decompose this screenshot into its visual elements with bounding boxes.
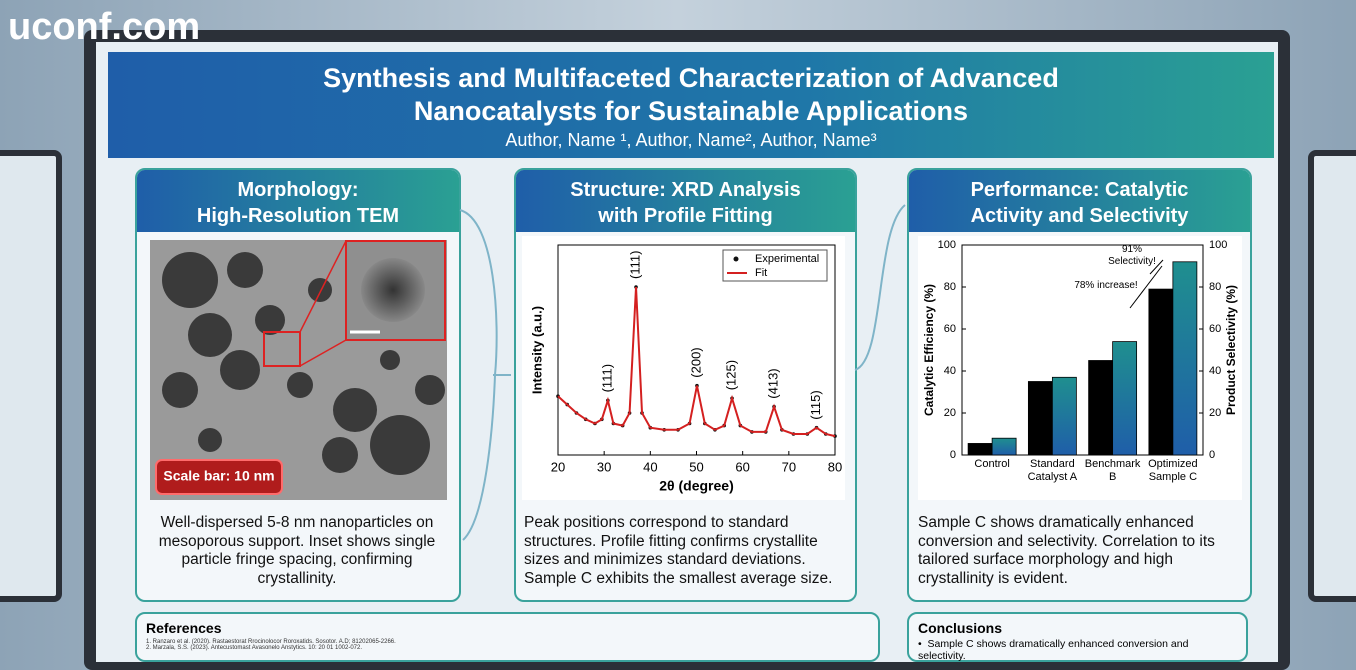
section-title: Conclusions bbox=[918, 620, 1003, 636]
legend-marker bbox=[733, 256, 739, 262]
annotation-arrow bbox=[1149, 259, 1164, 275]
reference: 2. Marzala, S.S. (2023). Antecustomast A… bbox=[146, 645, 363, 651]
peak-label: (115) bbox=[808, 390, 823, 419]
y-tick-label: 60 bbox=[944, 323, 956, 335]
panel-title: with Profile Fitting bbox=[598, 205, 773, 227]
bar bbox=[1172, 261, 1198, 456]
caption: Peak positions correspond to standard str… bbox=[524, 514, 849, 588]
y-tick-label: 40 bbox=[944, 365, 956, 377]
caption-line: Well-dispersed 5-8 nm nanoparticles on bbox=[160, 514, 434, 531]
x-tick-label: 20 bbox=[551, 459, 565, 474]
panel-title: High-Resolution TEM bbox=[196, 205, 400, 227]
image-label: Scale bar: 10 nm bbox=[163, 468, 274, 484]
bar-chart: 0 20 40 60 80 100 0 20 40 60 80 100 Catalytic Effici… bbox=[918, 236, 1242, 500]
title-line: Nanocatalysts for Sustainable Applicatio… bbox=[413, 96, 969, 126]
side-screen bbox=[0, 150, 62, 602]
bar bbox=[967, 443, 993, 456]
caption-line: structures. Profile fitting confirms cry… bbox=[524, 532, 818, 550]
x-tick-label: Control bbox=[974, 458, 1010, 470]
legend-label: Fit bbox=[755, 267, 767, 279]
x-tick-label: Standard Catalyst A bbox=[1027, 458, 1078, 483]
x-tick-label: 40 bbox=[643, 459, 657, 474]
y-tick-label: 80 bbox=[944, 281, 956, 293]
bar bbox=[1112, 341, 1138, 456]
y-axis-label: Intensity (a.u.) bbox=[529, 306, 544, 394]
y-axis-label: Catalytic Efficiency (%) bbox=[922, 284, 936, 416]
authors: Author, Name ¹, Author, Name², Author, N… bbox=[505, 130, 877, 150]
header: Synthesis and Multifaceted Characterizat… bbox=[108, 52, 1274, 158]
y-tick-label: 20 bbox=[944, 407, 956, 419]
caption: Well-dispersed 5-8 nm nanoparticles on me… bbox=[142, 514, 452, 588]
annotation: 91% Selectivity! bbox=[1108, 244, 1156, 267]
x-tick-label: 70 bbox=[782, 459, 796, 474]
x-tick-label-box: Benchmark B bbox=[1084, 458, 1141, 483]
bar bbox=[991, 437, 1017, 456]
panel-title: Activity and Selectivity bbox=[970, 205, 1189, 227]
fit-line bbox=[557, 286, 836, 438]
y-tick-label: 20 bbox=[1209, 407, 1221, 419]
peak-label: (125) bbox=[723, 360, 738, 390]
peak-label: (413) bbox=[765, 368, 780, 398]
bar bbox=[1027, 381, 1053, 456]
caption-line: mesoporous support. Inset shows single bbox=[158, 532, 436, 550]
title-line: Synthesis and Multifaceted Characterizat… bbox=[323, 63, 1059, 93]
x-tick-label: 50 bbox=[689, 459, 703, 474]
panel-title: Performance: Catalytic bbox=[970, 179, 1189, 201]
flow-arrows bbox=[459, 204, 906, 541]
y-tick-label: 100 bbox=[938, 239, 956, 251]
caption-line: Sample C exhibits the smallest average s… bbox=[524, 569, 833, 587]
panel-title: Morphology: bbox=[237, 179, 359, 201]
xrd-chart: 20 30 40 50 60 70 80 2θ (degree) Intensity (a.u.… bbox=[522, 236, 845, 500]
conclusions: Conclusions • Sample C shows dramaticall… bbox=[907, 612, 1248, 662]
tem-image: Scale bar: 10 nm bbox=[150, 240, 447, 500]
plot-frame bbox=[961, 244, 1204, 456]
annotation: 78% increase! bbox=[1074, 280, 1138, 291]
y-tick-label: 0 bbox=[950, 449, 956, 461]
section-title: References bbox=[146, 620, 222, 636]
panel-title: Structure: XRD Analysis bbox=[570, 179, 801, 201]
y-tick-label: 60 bbox=[1209, 323, 1221, 335]
y-tick-label: 0 bbox=[1209, 449, 1215, 461]
x-tick-label-box: Standard Catalyst A bbox=[1027, 458, 1078, 483]
caption-line: crystallinity is evident. bbox=[918, 569, 1068, 587]
y-tick-label: 100 bbox=[1209, 239, 1227, 251]
x-tick-label: Optimized Sample C bbox=[1148, 458, 1198, 483]
x-tick-label-box: Control bbox=[974, 458, 1010, 470]
x-tick-label: 80 bbox=[828, 459, 842, 474]
y-tick-label: 80 bbox=[1209, 281, 1221, 293]
x-tick-label-box: Optimized Sample C bbox=[1148, 458, 1198, 483]
caption: Sample C shows dramatically enhanced conv… bbox=[918, 514, 1243, 588]
caption-line: Sample C shows dramatically enhanced bbox=[918, 514, 1194, 531]
x-axis-label: 2θ (degree) bbox=[659, 478, 733, 494]
caption-line: tailored surface morphology and high bbox=[918, 551, 1174, 568]
x-tick-label: Benchmark B bbox=[1084, 458, 1141, 483]
references: References 1. Ranzaro et al. (2020). Ras… bbox=[135, 612, 880, 662]
bar bbox=[1088, 360, 1114, 456]
bar bbox=[1148, 288, 1174, 456]
peak-label: (200) bbox=[688, 347, 703, 377]
peak-label: (111) bbox=[627, 251, 642, 279]
side-screen bbox=[1308, 150, 1356, 602]
legend-box bbox=[722, 249, 828, 282]
bar bbox=[1051, 376, 1077, 456]
annotation-arrow bbox=[1129, 265, 1163, 309]
conclusion: Sample C shows dramatically enhanced con… bbox=[918, 638, 1189, 662]
annotation-box: 91% Selectivity! bbox=[1108, 244, 1156, 267]
annotation-box: 78% increase! bbox=[1074, 280, 1138, 291]
peak-label: (111) bbox=[599, 364, 614, 392]
watermark: uconf.com bbox=[8, 6, 201, 48]
reference: 1. Ranzaro et al. (2020). Rastaestorat R… bbox=[146, 639, 396, 645]
caption-line: sizes and minimizes standard deviations. bbox=[524, 551, 806, 568]
y2-axis-label: Product Selectivity (%) bbox=[1224, 285, 1238, 415]
caption-line: Peak positions correspond to standard bbox=[524, 514, 789, 531]
x-tick-label: 30 bbox=[597, 459, 611, 474]
legend-label: Experimental bbox=[755, 253, 819, 265]
caption-line: particle fringe spacing, confirming crys… bbox=[181, 551, 413, 587]
x-tick-label: 60 bbox=[735, 459, 749, 474]
caption-line: conversion and selectivity. Correlation … bbox=[918, 532, 1215, 550]
y-tick-label: 40 bbox=[1209, 365, 1221, 377]
